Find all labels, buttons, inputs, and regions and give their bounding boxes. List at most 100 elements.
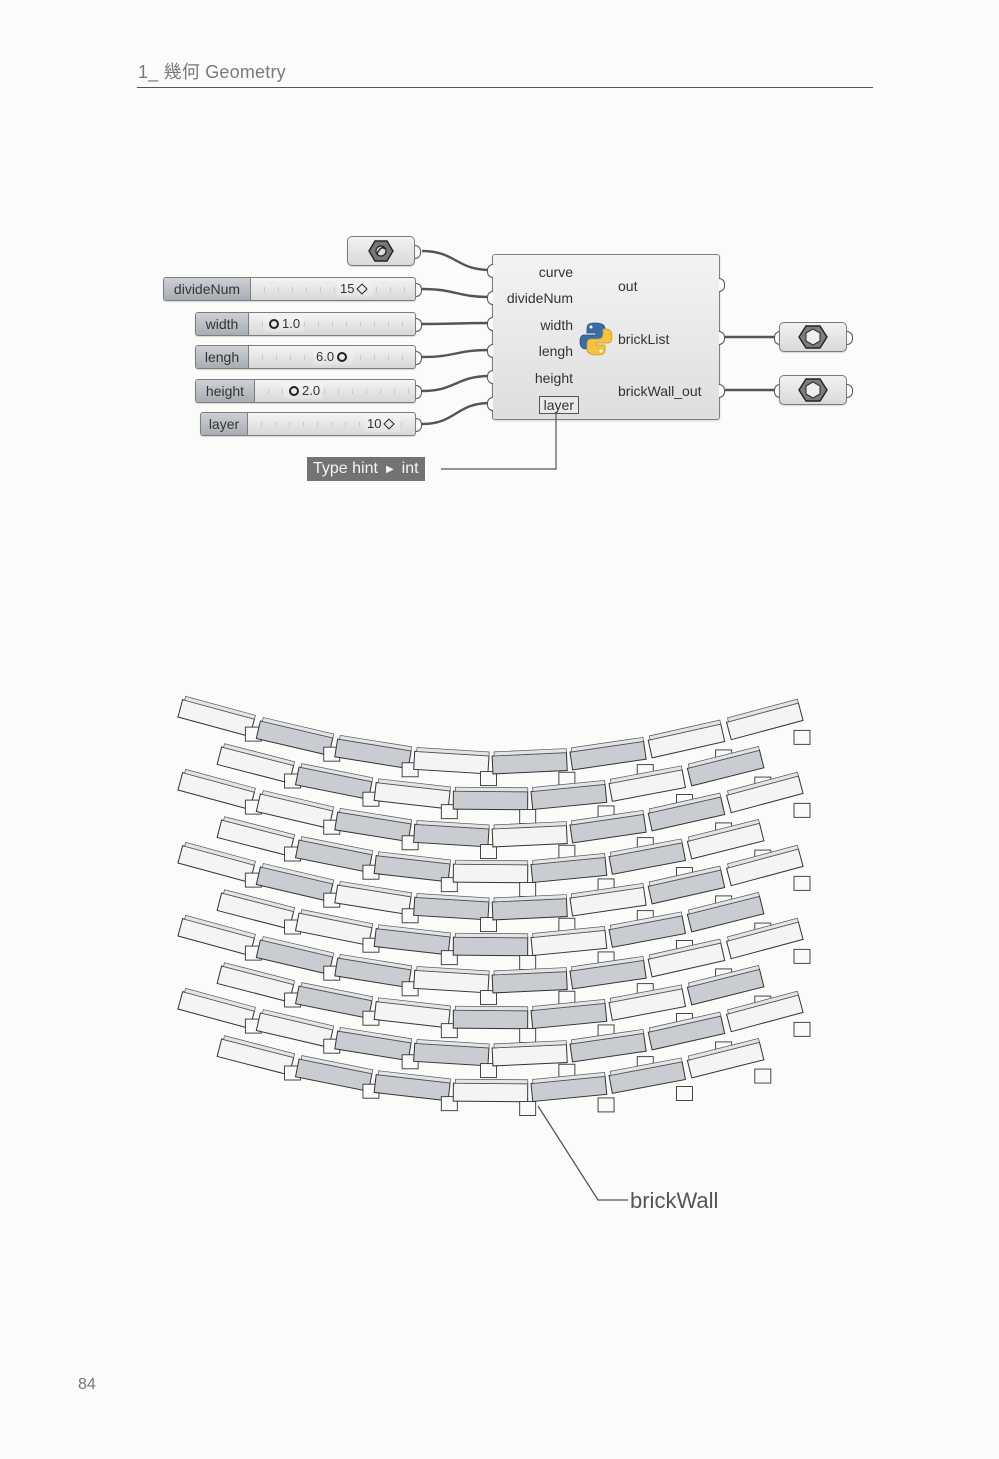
brick-top-face [648, 938, 722, 960]
python-script-component[interactable]: curve divideNum width lengh height layer… [492, 254, 720, 420]
spacer-block [519, 955, 537, 970]
slider-value: 6.0 [316, 349, 335, 364]
spacer-block [793, 1021, 811, 1037]
brick-top-face [377, 778, 451, 792]
spacer-block [519, 809, 537, 824]
brick [452, 790, 529, 811]
slider-track[interactable]: 15 [251, 278, 415, 300]
brick-top-face [416, 820, 490, 830]
brick-top-face [609, 838, 683, 857]
brick-top-face [223, 743, 296, 766]
hexagon-nut-curve-icon [368, 240, 394, 262]
brick-top-face [455, 859, 529, 866]
slider-knob-diamond-icon[interactable] [356, 283, 369, 295]
brick-top-face [377, 851, 451, 865]
output-port-bricklist[interactable]: brickList [618, 331, 670, 347]
brick-top-face [727, 698, 799, 723]
brick-top-face [416, 747, 490, 757]
slider-track[interactable]: 2.0 [255, 380, 415, 402]
slider-label: divideNum [164, 278, 251, 300]
spacer-block [793, 875, 811, 891]
output-port-brickwall-out[interactable]: brickWall_out [618, 383, 702, 399]
spacer-block [793, 802, 811, 818]
brickwall-geometry-param[interactable] [779, 375, 847, 405]
brick-top-face [261, 1009, 335, 1031]
input-port-curve[interactable]: curve [538, 264, 573, 280]
slider-label: height [196, 380, 255, 402]
brick-top-face [687, 745, 760, 769]
python-logo-icon [579, 322, 613, 356]
brick-top-face [223, 962, 296, 985]
caret-right-icon: ▶ [385, 463, 394, 475]
component-input-grip[interactable] [487, 370, 493, 384]
wire [421, 374, 491, 393]
component-input-grip[interactable] [487, 291, 493, 305]
brick-top-face [648, 719, 722, 741]
spacer-block [480, 771, 497, 787]
brick-top-face [727, 990, 799, 1015]
brick-top-face [648, 865, 722, 887]
brick-top-face [493, 748, 567, 757]
brick-top-face [223, 1035, 296, 1058]
param-input-grip[interactable] [774, 384, 780, 398]
callout-leader [537, 1105, 628, 1201]
brick-top-face [300, 982, 374, 1002]
spacer-block [480, 917, 497, 933]
slider-layer[interactable]: layer 10 [200, 412, 416, 436]
brick-top-face [300, 909, 374, 929]
brick-top-face [261, 790, 335, 812]
spacer-block [480, 844, 497, 860]
slider-track[interactable]: 1.0 [249, 313, 415, 335]
brick-top-face [184, 695, 256, 720]
brick-top-face [570, 1028, 644, 1045]
slider-track[interactable]: 10 [248, 413, 415, 435]
slider-knob-diamond-icon[interactable] [383, 418, 396, 430]
component-input-grip[interactable] [487, 397, 493, 411]
slider-lengh[interactable]: lengh 6.0 [195, 345, 416, 369]
spacer-block [480, 1063, 497, 1079]
param-input-grip[interactable] [774, 331, 780, 345]
brick-top-face [455, 1005, 529, 1012]
brick-top-face [455, 786, 529, 793]
slider-width[interactable]: width 1.0 [195, 312, 416, 336]
curve-param[interactable] [347, 236, 415, 266]
brick-top-face [300, 1055, 374, 1075]
component-input-grip[interactable] [487, 317, 493, 331]
bricklist-geometry-param[interactable] [779, 322, 847, 352]
slider-track[interactable]: 6.0 [249, 346, 415, 368]
slider-value: 2.0 [302, 383, 321, 398]
component-input-grip[interactable] [487, 264, 493, 278]
hexagon-geometry-icon [798, 325, 828, 349]
spacer-block [675, 1086, 693, 1101]
brick-top-face [609, 1057, 683, 1076]
brick-top-face [609, 911, 683, 930]
output-port-out[interactable]: out [618, 278, 638, 294]
slider-knob-circle-icon[interactable] [337, 352, 348, 362]
slider-knob-circle-icon[interactable] [269, 319, 279, 329]
input-port-layer[interactable]: layer [538, 396, 579, 414]
spacer-block [793, 729, 811, 745]
brick [452, 936, 529, 957]
slider-dividenum[interactable]: divideNum 15 [163, 277, 416, 301]
brick-top-face [648, 1011, 722, 1033]
brick-top-face [261, 717, 335, 739]
input-port-width[interactable]: width [540, 317, 573, 333]
slider-knob-circle-icon[interactable] [289, 386, 299, 396]
input-port-dividenum[interactable]: divideNum [506, 290, 573, 306]
type-hint-badge: Type hint ▶ int [307, 457, 425, 481]
brick-top-face [532, 925, 606, 938]
wire [421, 287, 491, 299]
slider-height[interactable]: height 2.0 [195, 379, 416, 403]
brick-top-face [493, 1040, 567, 1049]
brick-top-face [261, 863, 335, 885]
component-input-grip[interactable] [487, 344, 493, 358]
brick-top-face [687, 891, 760, 915]
brick-top-face [493, 967, 567, 976]
wire [421, 321, 491, 326]
input-port-lengh[interactable]: lengh [538, 343, 573, 359]
slider-value: 15 [340, 281, 355, 296]
wire [421, 249, 491, 272]
slider-value-readout: 10 [364, 416, 401, 432]
header-rule [137, 87, 873, 88]
input-port-height[interactable]: height [534, 370, 573, 386]
